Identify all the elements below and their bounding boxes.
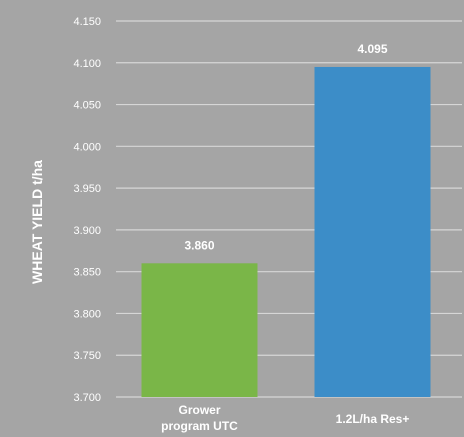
y-axis-title: WHEAT YIELD t/ha xyxy=(29,160,45,284)
y-tick-label: 3.800 xyxy=(73,308,101,320)
bars xyxy=(141,66,431,397)
y-tick-labels: 3.700 3.750 3.800 3.850 3.900 3.950 4.000 4.050… xyxy=(73,16,101,404)
y-tick-label: 4.150 xyxy=(73,16,101,28)
y-tick-label: 3.700 xyxy=(73,392,101,404)
y-tick-label: 4.000 xyxy=(73,141,101,153)
bar xyxy=(314,66,431,397)
bar-value-label: 3.860 xyxy=(184,238,214,252)
x-category-label: program UTC xyxy=(161,419,238,433)
bar xyxy=(141,263,258,397)
category-labels: Grower program UTC 1.2L/ha Res+ xyxy=(161,403,409,433)
value-labels: 3.860 4.095 xyxy=(184,42,387,252)
y-tick-label: 3.950 xyxy=(73,183,101,195)
y-tick-label: 3.900 xyxy=(73,225,101,237)
x-category-label: Grower xyxy=(178,403,220,417)
y-tick-label: 3.850 xyxy=(73,267,101,279)
y-tick-label: 3.750 xyxy=(73,350,101,362)
y-tick-label: 4.050 xyxy=(73,100,101,112)
bar-value-label: 4.095 xyxy=(357,42,387,56)
y-tick-label: 4.100 xyxy=(73,58,101,70)
x-category-label: 1.2L/ha Res+ xyxy=(336,412,410,426)
